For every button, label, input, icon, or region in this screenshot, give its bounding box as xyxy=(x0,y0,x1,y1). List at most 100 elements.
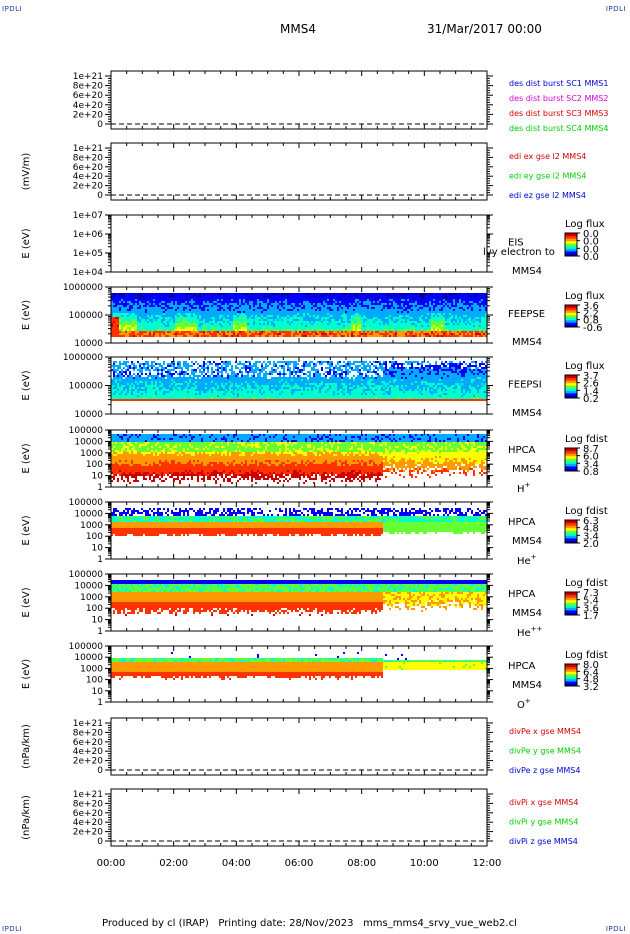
spectrogram-cell xyxy=(459,309,461,311)
spectrogram-cell xyxy=(261,299,263,301)
spectrogram-cell xyxy=(285,327,287,329)
spectrogram-cell xyxy=(249,319,251,321)
spectrogram-cell xyxy=(477,295,479,297)
spectrogram-cell xyxy=(143,363,145,365)
spectrogram-cell xyxy=(337,297,339,299)
spectrogram-cell xyxy=(265,307,267,309)
spectrogram-cell xyxy=(417,335,419,337)
spectrogram-cell xyxy=(151,393,153,395)
spectrogram-cell xyxy=(183,309,185,311)
spectrogram-cell xyxy=(115,297,117,299)
spectrogram-cell xyxy=(277,301,279,303)
spectrogram-cell xyxy=(119,297,121,299)
spectrogram-cell xyxy=(245,333,247,335)
spectrogram-cell xyxy=(267,305,269,307)
spectrogram-cell xyxy=(283,297,285,299)
spectrogram-cell xyxy=(127,323,129,325)
spectrogram-cell xyxy=(467,317,469,319)
spectrogram-cell xyxy=(331,325,333,327)
spectrogram-cell xyxy=(397,311,399,313)
spectrogram-cell xyxy=(193,325,195,327)
spectrogram-cell xyxy=(233,333,235,335)
spectrogram-cell xyxy=(227,331,229,333)
spectrogram-cell xyxy=(413,319,415,321)
spectrogram-cell xyxy=(421,295,423,297)
spectrogram-cell xyxy=(169,293,171,295)
spectrogram-cell xyxy=(481,313,483,315)
spectrogram-cell xyxy=(397,313,399,315)
spectrogram-cell xyxy=(163,329,165,331)
spectrogram-cell xyxy=(167,333,169,335)
spectrogram-cell xyxy=(383,313,385,315)
spectrogram-cell xyxy=(123,297,125,299)
spectrogram-cell xyxy=(315,299,317,301)
spectrogram-cell xyxy=(243,323,245,325)
spectrogram-cell xyxy=(369,303,371,305)
spectrogram-cell xyxy=(189,303,191,305)
spectrogram-cell xyxy=(215,297,217,299)
spectrogram-cell xyxy=(331,297,333,299)
spectrogram-cell xyxy=(143,331,145,333)
spectrogram-cell xyxy=(295,325,297,327)
spectrogram-cell xyxy=(481,299,483,301)
spectrogram-cell xyxy=(147,361,149,363)
spectrogram-cell xyxy=(123,325,125,327)
spectrogram-cell xyxy=(301,315,303,317)
spectrogram-cell xyxy=(479,323,481,325)
spectrogram-cell xyxy=(225,323,227,325)
spectrogram-cell xyxy=(421,319,423,321)
spectrogram-cell xyxy=(263,329,265,331)
spectrogram-cell xyxy=(445,333,447,335)
spectrogram-cell xyxy=(373,333,375,335)
spectrogram-cell xyxy=(437,329,439,331)
spectrogram-cell xyxy=(153,365,155,367)
spectrogram-cell xyxy=(467,297,469,299)
spectrogram-cell xyxy=(441,325,443,327)
spectrogram-cell xyxy=(167,297,169,299)
spectrogram-cell xyxy=(467,321,469,323)
spectrogram-cell xyxy=(313,317,315,319)
spectrogram-cell xyxy=(361,295,363,297)
spectrogram-cell xyxy=(445,323,447,325)
spectrogram-cell xyxy=(309,315,311,317)
spectrogram-cell xyxy=(173,319,175,321)
spectrogram-cell xyxy=(463,335,465,337)
spectrogram-cell xyxy=(305,319,307,321)
spectrogram-cell xyxy=(261,297,263,299)
spectrogram-cell xyxy=(367,311,369,313)
spectrogram-cell xyxy=(175,323,177,325)
spectrogram-cell xyxy=(455,333,457,335)
spectrogram-cell xyxy=(381,321,383,323)
spectrogram-cell xyxy=(293,311,295,313)
spectrogram-cell xyxy=(317,313,319,315)
spectrogram-cell xyxy=(255,325,257,327)
spectrogram-cell xyxy=(443,315,445,317)
spectrogram-cell xyxy=(309,303,311,305)
spectrogram-cell xyxy=(265,325,267,327)
spectrogram-cell xyxy=(475,315,477,317)
spectrogram-cell xyxy=(423,327,425,329)
spectrogram-cell xyxy=(351,327,353,329)
spectrogram-cell xyxy=(293,313,295,315)
spectrogram-cell xyxy=(141,397,143,399)
spectrogram-cell xyxy=(303,333,305,335)
spectrogram-cell xyxy=(413,309,415,311)
spectrogram-cell xyxy=(201,331,203,333)
spectrogram-cell xyxy=(231,301,233,303)
spectrogram-cell xyxy=(363,333,365,335)
spectrogram-cell xyxy=(143,295,145,297)
spectrogram-cell xyxy=(287,307,289,309)
spectrogram-cell xyxy=(127,297,129,299)
spectrogram-cell xyxy=(395,325,397,327)
spectrogram-cell xyxy=(195,331,197,333)
y-tick-label: 6e+20 xyxy=(73,91,104,101)
spectrogram-cell xyxy=(333,301,335,303)
spectrogram-cell xyxy=(177,305,179,307)
spectrogram-cell xyxy=(437,309,439,311)
spectrogram-cell xyxy=(301,317,303,319)
spectrogram-cell xyxy=(117,397,119,399)
spectrogram-cell xyxy=(239,315,241,317)
spectrogram-cell xyxy=(349,323,351,325)
spectrogram-cell xyxy=(457,321,459,323)
spectrogram-cell xyxy=(395,313,397,315)
